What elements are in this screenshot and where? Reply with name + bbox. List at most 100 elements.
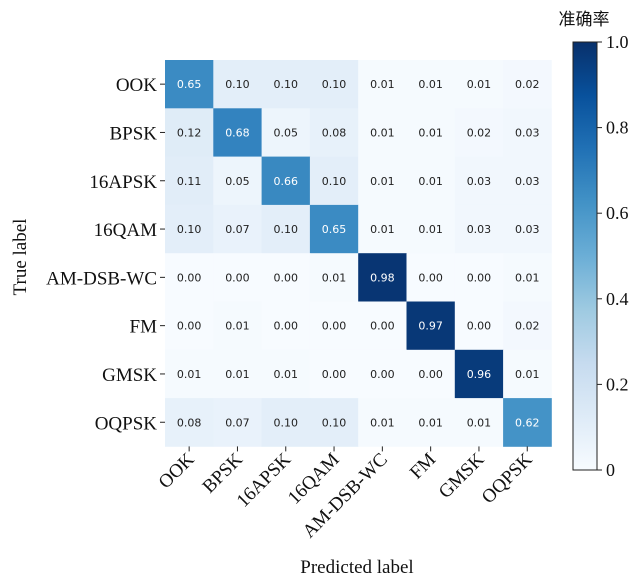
cell-value-label: 0.01: [418, 175, 443, 188]
cell-value-label: 0.01: [225, 368, 250, 381]
cell-value-label: 0.12: [177, 126, 202, 139]
cell-value-label: 0.01: [467, 78, 492, 91]
cell-value-label: 0.10: [274, 416, 299, 429]
heatmap-cell: [406, 60, 456, 109]
heatmap-cell: [454, 156, 504, 206]
cell-value-label: 0.01: [177, 368, 202, 381]
heatmap-cell: [358, 398, 407, 447]
y-tick-label: BPSK: [109, 123, 157, 144]
heatmap-cell: [261, 301, 311, 351]
heatmap-cell: [165, 204, 214, 254]
x-tick-label: OOK: [155, 449, 199, 493]
heatmap-cell: [309, 301, 359, 351]
cell-value-label: 0.10: [225, 78, 250, 91]
x-tick-label: AM-DSB-WC: [299, 449, 392, 542]
cell-value-label: 0.05: [225, 175, 250, 188]
heatmap-cell: [454, 204, 504, 254]
heatmap-cell: [454, 349, 504, 399]
colorbar-tick-label: 0.2: [606, 374, 629, 394]
cell-value-label: 0.00: [177, 320, 202, 333]
heatmap-cell: [406, 156, 456, 206]
cell-value-label: 0.01: [370, 126, 395, 139]
cell-value-label: 0.07: [225, 223, 250, 236]
heatmap-cell: [358, 60, 407, 109]
cell-value-label: 0.00: [467, 271, 492, 284]
cell-value-label: 0.00: [418, 271, 443, 284]
colorbar-tick-label: 0.8: [606, 118, 629, 138]
heatmap-cell: [503, 253, 552, 302]
cell-value-label: 0.03: [515, 223, 540, 236]
y-tick-labels: OOK BPSK 16APSK 16QAM AM-DSB-WC FM GMSK OQPSK: [46, 75, 165, 434]
heatmap-cell: [309, 108, 359, 157]
heatmap-cell: [503, 349, 552, 399]
cell-value-label: 0.00: [274, 320, 299, 333]
cell-value-label: 0.01: [274, 368, 299, 381]
heatmap-cell: [358, 349, 407, 399]
heatmap-cell: [406, 108, 456, 157]
y-tick-label: OQPSK: [95, 413, 158, 434]
heatmap-cell: [358, 108, 407, 157]
heatmap-cell: [261, 156, 311, 206]
y-tick-label: FM: [130, 317, 158, 338]
cell-value-label: 0.01: [370, 78, 395, 91]
heatmap-cell: [213, 398, 262, 447]
x-tick-label: 16APSK: [233, 449, 296, 512]
heatmap-cell: [309, 156, 359, 206]
heatmap-cell: [454, 253, 504, 302]
heatmap-cell: [454, 301, 504, 351]
cell-value-label: 0.65: [322, 223, 347, 236]
cell-value-label: 0.01: [515, 271, 540, 284]
heatmap-cell: [213, 301, 262, 351]
cell-value-label: 0.08: [322, 126, 347, 139]
heatmap-cell: [213, 349, 262, 399]
cell-value-label: 0.10: [322, 416, 347, 429]
cell-value-label: 0.11: [177, 175, 202, 188]
cell-value-label: 0.01: [467, 416, 492, 429]
heatmap-cell: [213, 156, 262, 206]
heatmap-cell: [454, 60, 504, 109]
cell-value-label: 0.01: [322, 271, 347, 284]
heatmap-cell: [261, 349, 311, 399]
cell-value-label: 0.65: [177, 78, 202, 91]
cell-value-label: 0.05: [274, 126, 299, 139]
heatmap-cell: [503, 204, 552, 254]
heatmap-cell: [358, 156, 407, 206]
cell-value-label: 0.00: [418, 368, 443, 381]
heatmap-cell: [165, 156, 214, 206]
heatmap-cell: [503, 60, 552, 109]
heatmap-cell: [261, 204, 311, 254]
heatmap-cell: [213, 253, 262, 302]
cell-value-label: 0.01: [370, 223, 395, 236]
cell-value-label: 0.01: [370, 175, 395, 188]
cell-value-label: 0.10: [274, 223, 299, 236]
cell-value-label: 0.00: [225, 271, 250, 284]
heatmap-cell: [309, 60, 359, 109]
heatmap-cell: [213, 60, 262, 109]
heatmap-cell: [309, 204, 359, 254]
colorbar: [572, 41, 598, 471]
y-tick-label: 16QAM: [94, 220, 157, 241]
y-tick-label: AM-DSB-WC: [46, 268, 157, 289]
cell-value-label: 0.10: [322, 175, 347, 188]
heatmap-cell: [503, 301, 552, 351]
cell-value-label: 0.02: [515, 320, 540, 333]
cell-value-label: 0.01: [515, 368, 540, 381]
cell-value-label: 0.10: [177, 223, 202, 236]
cell-value-label: 0.03: [467, 223, 492, 236]
colorbar-ticks: 0 0.2 0.4 0.6 0.8 1.0: [597, 32, 629, 480]
cell-value-label: 0.10: [274, 78, 299, 91]
heatmap-cell: [213, 204, 262, 254]
heatmap-cell: [406, 253, 456, 302]
y-tick-label: OOK: [116, 75, 157, 96]
heatmap-cell: [165, 349, 214, 399]
heatmap-cell: [406, 398, 456, 447]
heatmap-cell: [406, 349, 456, 399]
cell-value-label: 0.01: [418, 416, 443, 429]
cell-value-label: 0.00: [370, 320, 395, 333]
heatmap-cell: [454, 108, 504, 157]
cell-value-label: 0.03: [515, 126, 540, 139]
cell-value-label: 0.01: [225, 320, 250, 333]
cell-value-label: 0.00: [322, 320, 347, 333]
